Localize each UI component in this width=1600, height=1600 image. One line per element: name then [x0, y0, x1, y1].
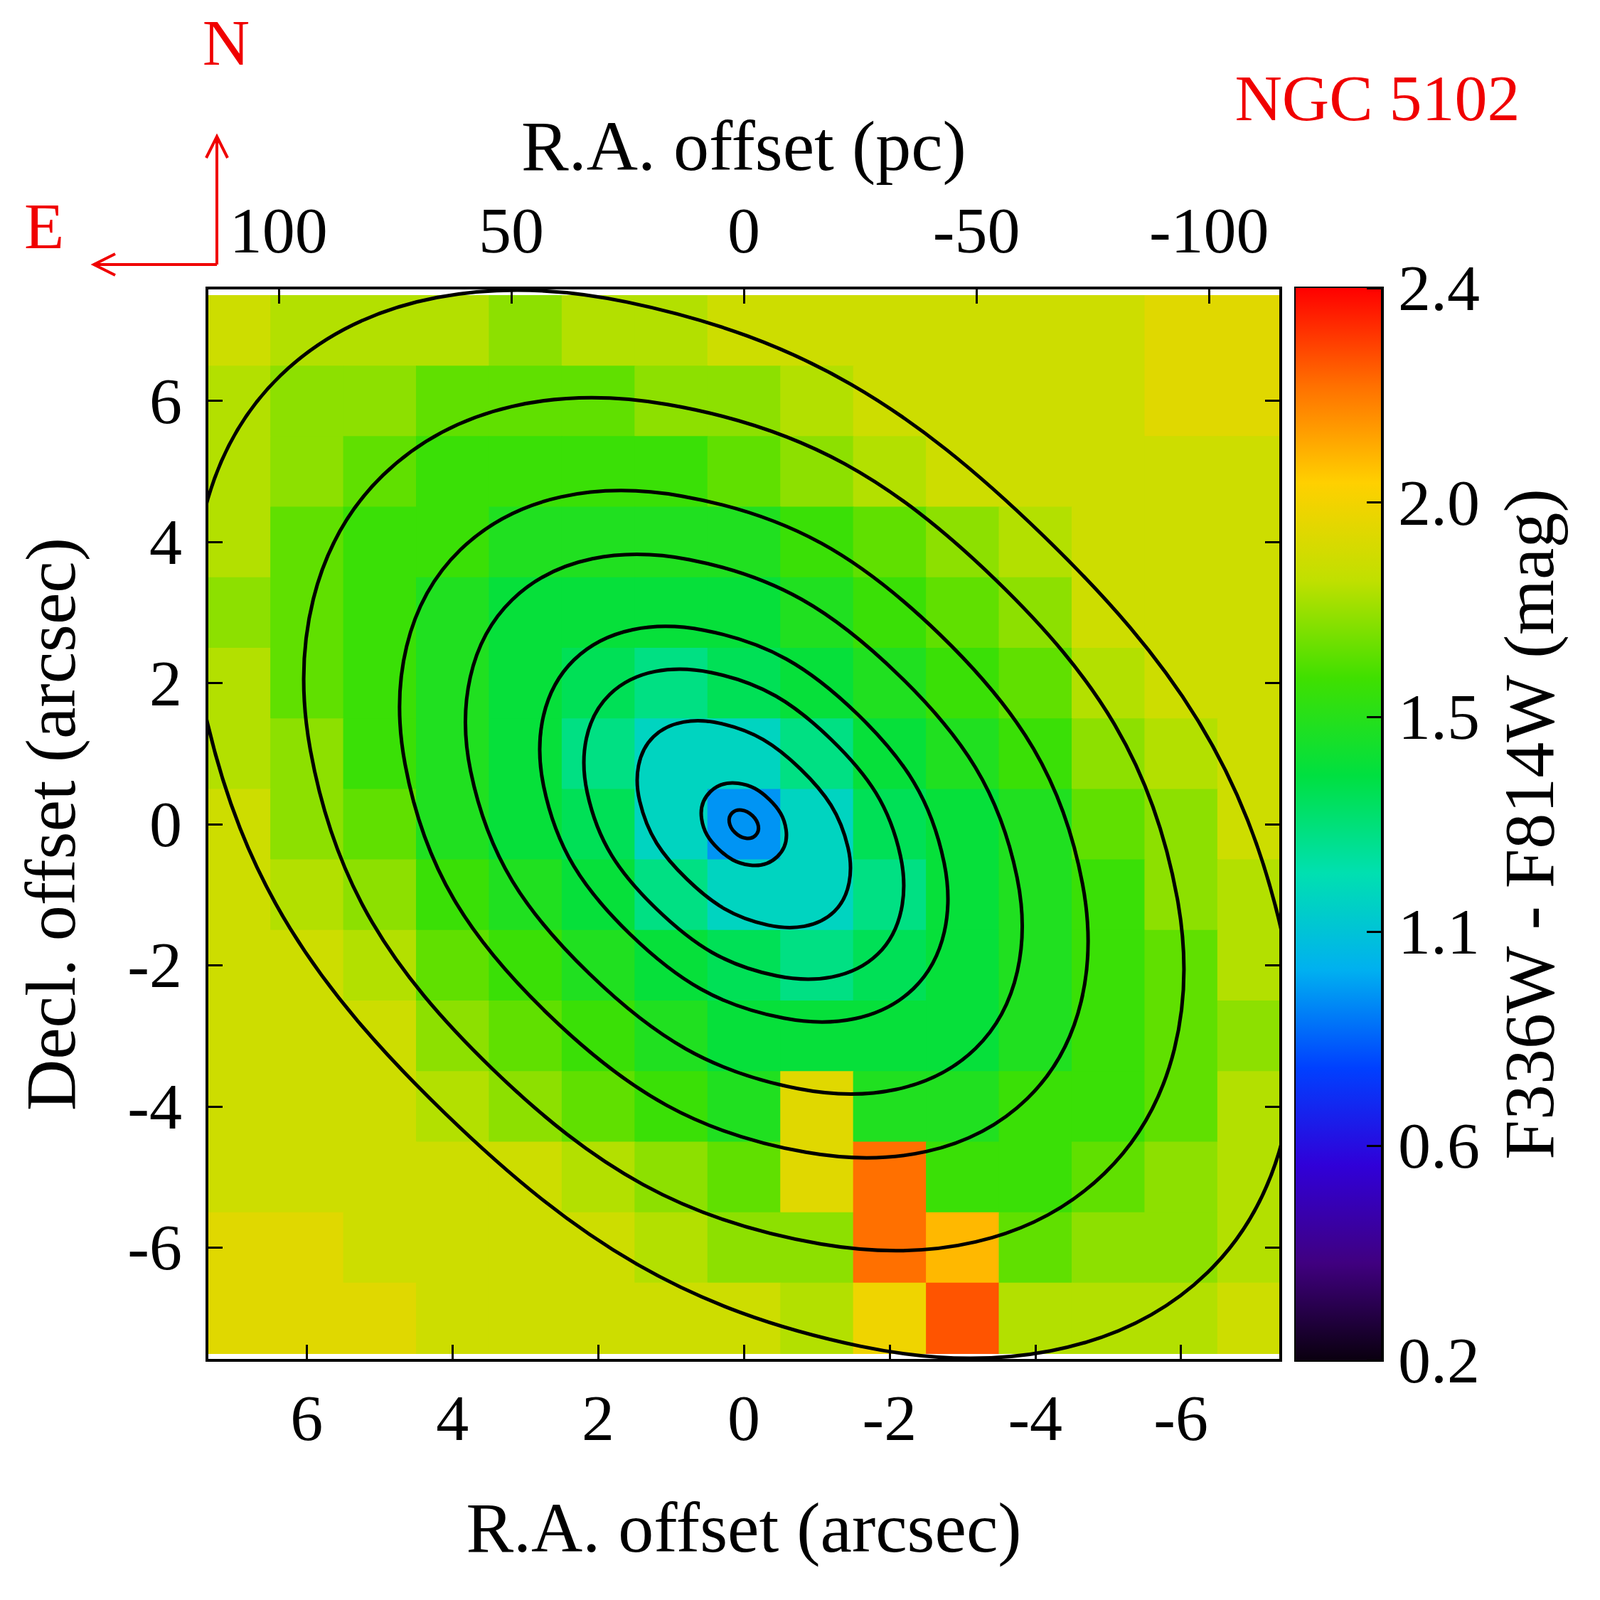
svg-text:0: 0	[727, 194, 761, 267]
svg-text:E: E	[24, 189, 64, 263]
svg-text:0.2: 0.2	[1398, 1324, 1480, 1397]
svg-text:NGC 5102: NGC 5102	[1234, 61, 1520, 135]
svg-text:6: 6	[149, 364, 183, 438]
svg-text:1.5: 1.5	[1398, 680, 1480, 754]
svg-text:2: 2	[149, 647, 183, 720]
svg-text:-4: -4	[1007, 1381, 1063, 1455]
svg-text:2.4: 2.4	[1398, 251, 1480, 325]
svg-text:0: 0	[149, 787, 183, 861]
svg-text:4: 4	[149, 505, 183, 579]
svg-text:2: 2	[581, 1381, 615, 1455]
svg-text:Decl. offset (arcsec): Decl. offset (arcsec)	[11, 537, 91, 1111]
svg-text:-100: -100	[1149, 194, 1270, 267]
svg-text:50: 50	[478, 194, 544, 267]
svg-text:R.A. offset (pc): R.A. offset (pc)	[521, 106, 967, 186]
svg-text:F336W - F814W (mag): F336W - F814W (mag)	[1489, 488, 1569, 1160]
svg-text:-2: -2	[862, 1381, 918, 1455]
svg-text:4: 4	[435, 1381, 469, 1455]
svg-text:0: 0	[727, 1381, 761, 1455]
svg-text:100: 100	[229, 194, 328, 267]
svg-text:-50: -50	[932, 194, 1021, 267]
svg-text:R.A. offset (arcsec): R.A. offset (arcsec)	[465, 1488, 1022, 1568]
svg-text:-2: -2	[127, 928, 183, 1002]
svg-text:-6: -6	[1153, 1381, 1209, 1455]
svg-text:1.1: 1.1	[1398, 895, 1480, 968]
svg-text:-6: -6	[127, 1211, 183, 1284]
svg-text:N: N	[202, 6, 250, 79]
svg-text:0.6: 0.6	[1398, 1109, 1480, 1182]
svg-text:2.0: 2.0	[1398, 466, 1480, 540]
svg-text:-4: -4	[127, 1070, 183, 1143]
svg-text:6: 6	[290, 1381, 323, 1455]
